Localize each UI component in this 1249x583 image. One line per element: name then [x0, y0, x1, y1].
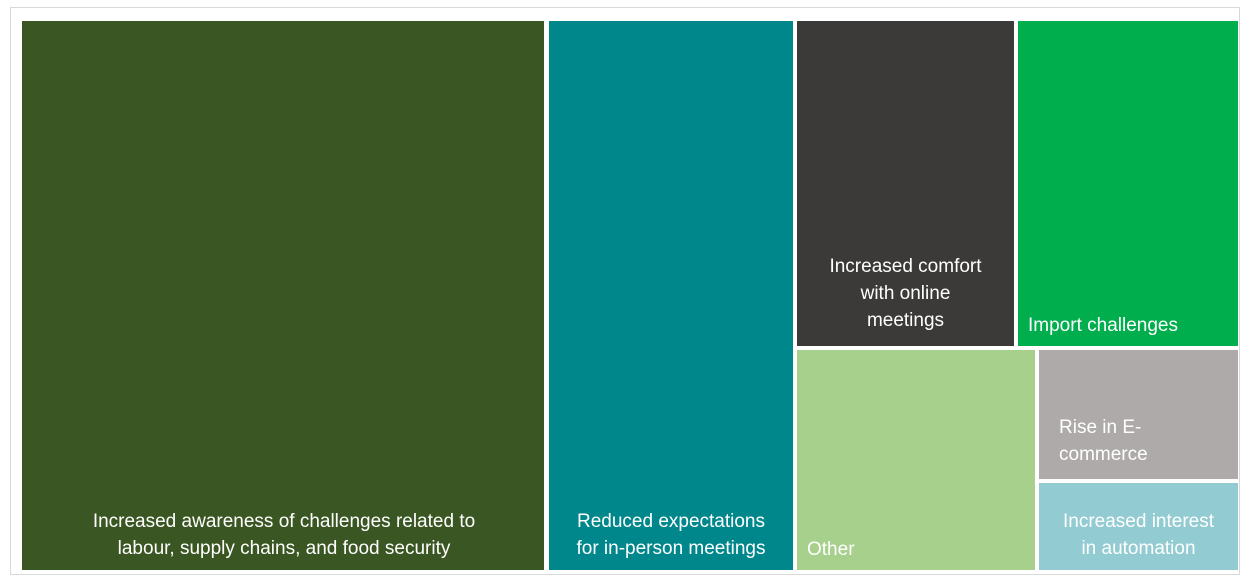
treemap-tile-label: Increased comfort with online meetings	[829, 256, 982, 331]
treemap-tile: Import challenges	[1018, 21, 1238, 346]
treemap-tile-label: Import challenges	[1028, 315, 1178, 336]
treemap-tile: Other	[797, 350, 1035, 570]
treemap-tile-label: Increased awareness of challenges relate…	[92, 511, 476, 559]
treemap-tile: Rise in E- commerce	[1039, 350, 1238, 479]
treemap-chart: Increased awareness of challenges relate…	[22, 21, 1238, 570]
treemap-tile-label: Other	[807, 539, 855, 560]
treemap-tile-label: Reduced expectations for in-person meeti…	[576, 511, 766, 559]
treemap-tile-label: Increased interest in automation	[1062, 511, 1215, 559]
treemap-tile: Increased awareness of challenges relate…	[22, 21, 544, 570]
treemap-tile: Reduced expectations for in-person meeti…	[549, 21, 793, 570]
treemap-tile-label: Rise in E- commerce	[1059, 417, 1148, 465]
treemap-tile: Increased comfort with online meetings	[797, 21, 1014, 346]
treemap-tile: Increased interest in automation	[1039, 483, 1238, 570]
